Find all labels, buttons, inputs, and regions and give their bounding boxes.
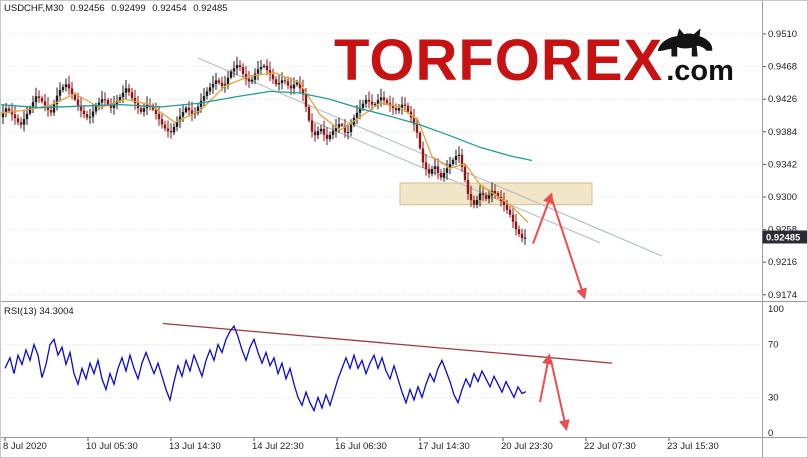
price-axis-label: 0.9384 <box>768 127 797 138</box>
resistance-zone <box>399 182 593 206</box>
time-axis-label: 20 Jul 23:30 <box>501 441 553 452</box>
logo-text: TORFOREX <box>334 28 664 93</box>
time-axis-label: 22 Jul 07:30 <box>584 441 636 452</box>
time-axis-label: 10 Jul 05:30 <box>86 441 138 452</box>
symbol-info-line: USDCHF,M30 0.92456 0.92499 0.92454 0.924… <box>4 3 232 14</box>
rsi-trendline <box>162 322 613 364</box>
rsi-axis-label: 70 <box>768 340 779 351</box>
price-axis-label: 0.9510 <box>768 29 797 40</box>
price-axis-label: 0.9300 <box>768 192 797 203</box>
price-axis-label: 0.9216 <box>768 257 797 268</box>
symbol-period-label: USDCHF,M30 <box>4 3 64 14</box>
ma-fast-line <box>0 72 529 224</box>
ma-slow-line <box>0 90 533 162</box>
quote-low: 0.92454 <box>152 3 187 14</box>
time-axis-label: 23 Jul 15:30 <box>667 441 719 452</box>
logo-suffix: .com <box>666 55 734 87</box>
rsi-indicator-label: RSI(13) 34.3004 <box>4 306 74 317</box>
rsi-arrow-down <box>550 360 570 432</box>
rsi-axis-label: 30 <box>768 392 779 403</box>
time-axis-label: 14 Jul 22:30 <box>252 441 304 452</box>
forecast-arrow-down <box>551 198 587 300</box>
rsi-line <box>4 324 527 413</box>
bull-icon <box>657 28 713 57</box>
price-axis-label: 0.9426 <box>768 94 797 105</box>
current-price-label: 0.92485 <box>766 233 801 244</box>
quote-close: 0.92485 <box>193 3 228 14</box>
price-axis-label: 0.9342 <box>768 159 797 170</box>
time-axis-label: 13 Jul 14:30 <box>169 441 221 452</box>
channel-lower-line <box>311 120 601 244</box>
price-axis-label: 0.9258 <box>768 225 797 236</box>
time-axis-label: 8 Jul 2020 <box>3 441 47 452</box>
time-axis-label: 16 Jul 06:30 <box>335 441 387 452</box>
price-axis-label: 0.9174 <box>768 290 797 301</box>
quote-high: 0.92499 <box>111 3 146 14</box>
time-axis: 8 Jul 2020 10 Jul 05:30 13 Jul 14:30 14 Jul… <box>3 437 719 452</box>
rsi-arrow-up <box>539 353 553 403</box>
quote-open: 0.92456 <box>70 3 105 14</box>
forecast-arrow-up <box>532 192 554 244</box>
rsi-axis-label: 100 <box>768 304 784 315</box>
time-axis-label: 17 Jul 14:30 <box>418 441 470 452</box>
candlestick-series <box>1 56 527 245</box>
rsi-axis-label: 0 <box>768 428 773 439</box>
rsi-axis: 100 70 30 0 <box>768 304 784 439</box>
watermark-logo: TORFOREX .com <box>334 32 734 90</box>
price-axis-label: 0.9468 <box>768 62 797 73</box>
price-axis: 0.9510 0.9468 0.9426 0.9384 0.9342 0.9300 0.92… <box>768 29 797 301</box>
current-price-tag <box>762 230 808 244</box>
